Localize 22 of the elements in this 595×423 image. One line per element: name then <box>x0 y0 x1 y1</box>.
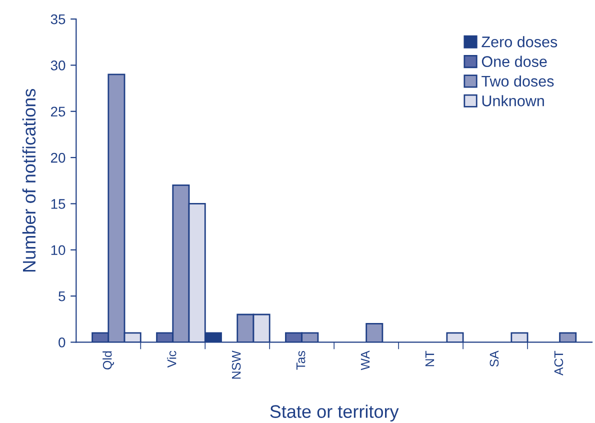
x-tick-label: NSW <box>232 350 241 379</box>
x-axis-title: State or territory <box>270 404 399 422</box>
y-tick-label: 20 <box>50 152 66 163</box>
y-tick-label: 15 <box>51 199 66 209</box>
x-tick-label: Tas <box>296 350 306 370</box>
x-tick-label: ACT <box>554 350 564 376</box>
y-tick-label: 0 <box>58 338 66 348</box>
x-tick-label: WA <box>360 350 370 370</box>
x-tick-label: SA <box>490 350 499 367</box>
legend-label: One dose <box>482 56 547 67</box>
y-tick-label: 5 <box>58 292 66 302</box>
x-tick-label: NT <box>425 350 434 366</box>
y-tick-label: 10 <box>51 245 66 256</box>
legend-label: Two doses <box>482 75 554 87</box>
legend-label: Unknown <box>482 95 544 106</box>
x-tick-label: Vic <box>167 350 176 368</box>
y-tick-label: 25 <box>50 106 66 117</box>
y-tick-label: 35 <box>50 14 66 24</box>
y-axis-title: Number of notifications <box>22 88 36 272</box>
legend-label: Zero doses <box>482 36 558 48</box>
x-tick-label: Qld <box>102 351 114 370</box>
y-tick-label: 30 <box>50 60 66 70</box>
